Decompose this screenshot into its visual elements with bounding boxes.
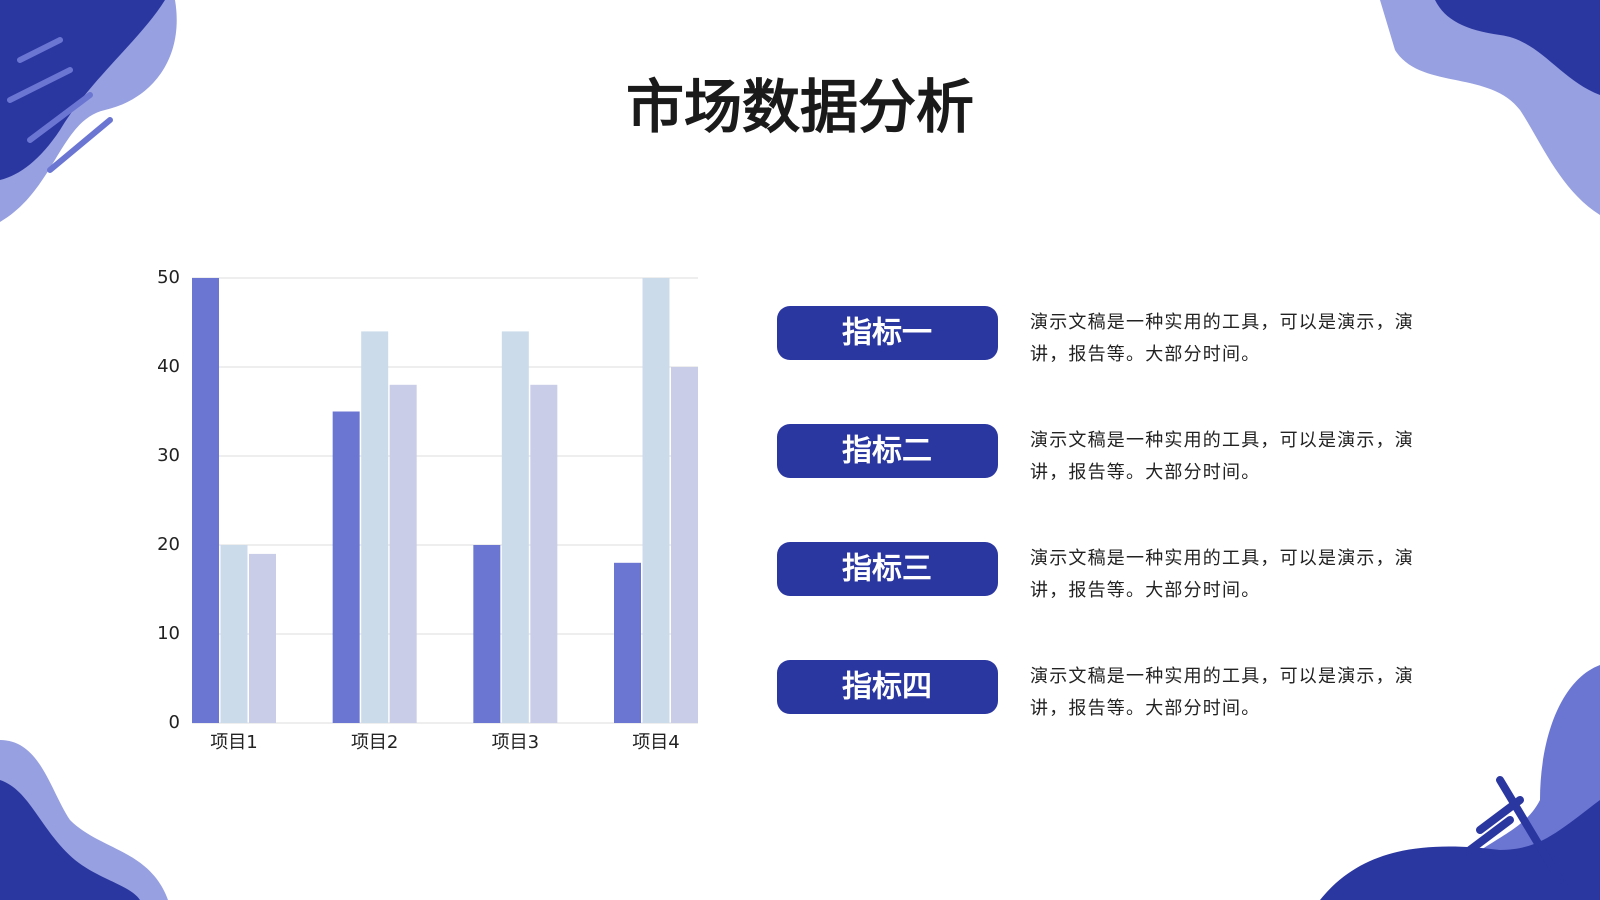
page-title: 市场数据分析: [626, 73, 974, 141]
x-tick-label: 项目2: [351, 732, 398, 753]
indicator-label: 指标三: [842, 552, 932, 587]
indicator-text: 演示文稿是一种实用的工具，可以是演示，演讲，报告等。大部分时间。: [1030, 666, 1414, 719]
bar: [473, 545, 501, 723]
bar: [389, 384, 417, 723]
indicator-pill: [777, 306, 998, 360]
indicator-label: 指标二: [842, 434, 932, 469]
bar: [332, 411, 360, 723]
indicator-label: 指标四: [842, 670, 932, 705]
y-tick-label: 50: [157, 267, 180, 288]
bar: [249, 553, 276, 723]
indicator-text: 演示文稿是一种实用的工具，可以是演示，演讲，报告等。大部分时间。: [1030, 312, 1414, 365]
bar: [642, 278, 670, 723]
y-tick-label: 20: [157, 534, 180, 555]
y-tick-label: 0: [169, 712, 180, 733]
bar: [671, 367, 698, 723]
bar: [614, 562, 641, 723]
indicator-pill: [777, 660, 998, 714]
indicator-text: 演示文稿是一种实用的工具，可以是演示，演讲，报告等。大部分时间。: [1030, 548, 1414, 601]
x-tick-label: 项目4: [632, 732, 679, 753]
bar: [361, 331, 389, 723]
x-tick-label: 项目3: [492, 732, 539, 753]
bar: [192, 278, 219, 723]
indicator-text: 演示文稿是一种实用的工具，可以是演示，演讲，报告等。大部分时间。: [1030, 430, 1414, 483]
bar: [220, 545, 248, 723]
bar: [530, 384, 558, 723]
y-tick-label: 30: [157, 445, 180, 466]
y-tick-label: 40: [157, 356, 180, 377]
y-tick-label: 10: [157, 623, 180, 644]
indicator-pill: [777, 542, 998, 596]
indicator-pill: [777, 424, 998, 478]
indicator-label: 指标一: [842, 316, 932, 351]
x-tick-label: 项目1: [210, 732, 257, 753]
bar: [501, 331, 529, 723]
